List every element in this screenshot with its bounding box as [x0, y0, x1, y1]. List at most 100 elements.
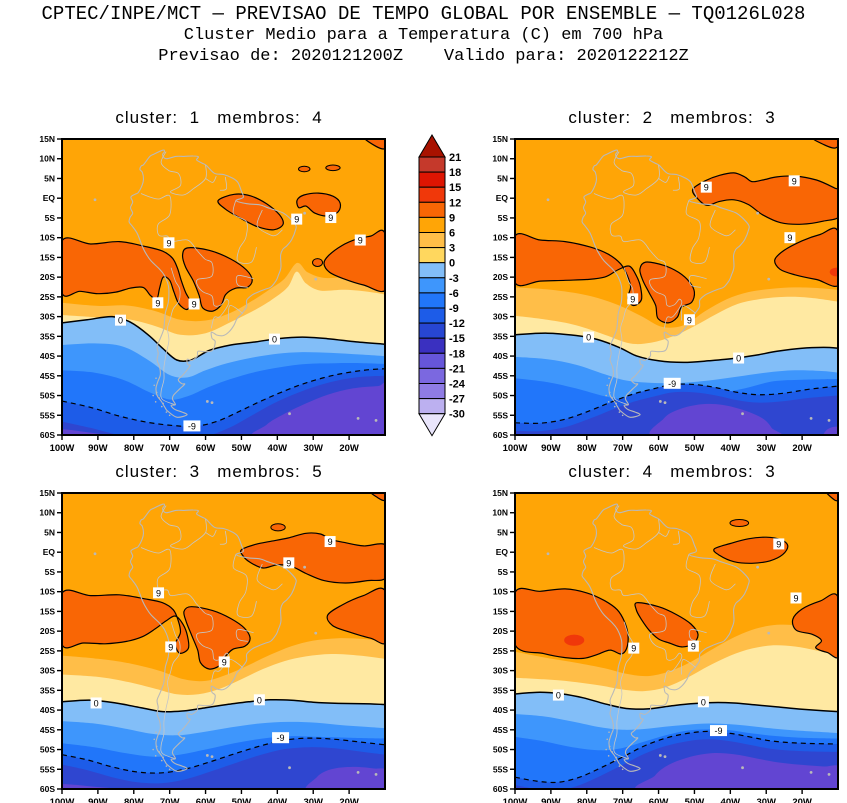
svg-text:50W: 50W	[232, 797, 252, 803]
svg-text:50W: 50W	[232, 443, 252, 454]
svg-text:30S: 30S	[40, 312, 55, 322]
header-line-3: Previsao de: 2020121200Z Valido para: 20…	[158, 47, 689, 66]
svg-text:-21: -21	[449, 363, 465, 375]
svg-text:9: 9	[449, 212, 455, 224]
svg-text:0: 0	[94, 698, 99, 708]
svg-text:60S: 60S	[40, 784, 55, 794]
panel-title-cluster-3: cluster: 3 membros: 5	[115, 462, 323, 481]
svg-text:-30: -30	[449, 409, 465, 421]
svg-text:-24: -24	[449, 379, 466, 391]
svg-text:21: 21	[449, 152, 461, 164]
svg-text:40W: 40W	[268, 797, 288, 803]
svg-text:25S: 25S	[40, 646, 55, 656]
svg-text:70W: 70W	[160, 797, 180, 803]
svg-text:5N: 5N	[44, 173, 55, 183]
panel-title-cluster-4: cluster: 4 membros: 3	[568, 462, 776, 481]
svg-text:50S: 50S	[40, 745, 55, 755]
svg-text:30W: 30W	[303, 797, 323, 803]
svg-text:60W: 60W	[196, 797, 216, 803]
svg-text:-15: -15	[449, 333, 465, 345]
svg-text:9: 9	[328, 213, 333, 223]
header-line-1: CPTEC/INPE/MCT — PREVISAO DE TEMPO GLOBA…	[41, 3, 806, 25]
svg-text:40W: 40W	[721, 443, 741, 454]
svg-text:9: 9	[794, 593, 799, 603]
svg-text:20S: 20S	[40, 626, 55, 636]
svg-text:-3: -3	[449, 273, 459, 285]
svg-text:70W: 70W	[613, 443, 633, 454]
svg-text:15N: 15N	[39, 134, 55, 144]
svg-text:30W: 30W	[756, 797, 776, 803]
color-scale: 21 18 15 12 9 6 3 0 -3 -6 -9 -12 -15 -18 -21 -24 -27 -30	[418, 134, 466, 437]
svg-text:15N: 15N	[492, 488, 508, 498]
svg-text:100W: 100W	[503, 797, 528, 803]
svg-text:-9: -9	[277, 733, 285, 743]
svg-text:70W: 70W	[160, 443, 180, 454]
svg-text:80W: 80W	[124, 797, 144, 803]
svg-text:50W: 50W	[685, 797, 705, 803]
map-cluster-3: 9 9 9 9 9 0 0 -9 15N 10N 5N EQ 5S 10S 15S 20S 25S 30S 35S 4…	[39, 488, 386, 803]
svg-text:EQ: EQ	[43, 193, 56, 203]
svg-text:-18: -18	[449, 348, 465, 360]
svg-text:9: 9	[168, 642, 173, 652]
svg-text:0: 0	[449, 258, 455, 270]
svg-text:40S: 40S	[40, 351, 55, 361]
svg-text:20W: 20W	[792, 443, 812, 454]
svg-text:12: 12	[449, 197, 461, 209]
svg-text:60W: 60W	[196, 443, 216, 454]
svg-text:-9: -9	[668, 379, 676, 389]
svg-text:10S: 10S	[493, 233, 508, 243]
header: CPTEC/INPE/MCT — PREVISAO DE TEMPO GLOBA…	[0, 3, 847, 67]
svg-text:45S: 45S	[493, 371, 508, 381]
svg-text:5S: 5S	[45, 213, 56, 223]
svg-text:EQ: EQ	[496, 193, 509, 203]
svg-text:9: 9	[630, 294, 635, 304]
svg-text:9: 9	[166, 238, 171, 248]
svg-text:0: 0	[118, 316, 123, 326]
svg-text:40W: 40W	[721, 797, 741, 803]
svg-text:-9: -9	[714, 726, 722, 736]
svg-text:25S: 25S	[493, 646, 508, 656]
svg-text:30S: 30S	[493, 666, 508, 676]
svg-text:0: 0	[257, 695, 262, 705]
svg-text:10S: 10S	[40, 233, 55, 243]
svg-text:0: 0	[586, 333, 591, 343]
svg-text:15N: 15N	[492, 134, 508, 144]
svg-text:0: 0	[701, 697, 706, 707]
svg-text:15S: 15S	[493, 252, 508, 262]
svg-text:-12: -12	[449, 318, 465, 330]
svg-text:35S: 35S	[493, 331, 508, 341]
svg-text:18: 18	[449, 167, 461, 179]
svg-text:70W: 70W	[613, 797, 633, 803]
svg-text:35S: 35S	[493, 685, 508, 695]
svg-text:9: 9	[294, 215, 299, 225]
header-line-2: Cluster Medio para a Temperatura (C) em …	[183, 26, 664, 45]
svg-text:9: 9	[704, 183, 709, 193]
svg-text:9: 9	[155, 298, 160, 308]
svg-text:40S: 40S	[493, 351, 508, 361]
svg-text:60W: 60W	[649, 443, 669, 454]
svg-text:35S: 35S	[40, 685, 55, 695]
svg-text:9: 9	[286, 558, 291, 568]
svg-text:100W: 100W	[50, 443, 75, 454]
svg-text:10S: 10S	[493, 587, 508, 597]
svg-text:30W: 30W	[303, 443, 323, 454]
svg-text:35S: 35S	[40, 331, 55, 341]
svg-text:80W: 80W	[124, 443, 144, 454]
svg-text:5S: 5S	[498, 213, 509, 223]
svg-text:20S: 20S	[493, 272, 508, 282]
svg-text:15: 15	[449, 182, 461, 194]
svg-text:9: 9	[222, 657, 227, 667]
svg-text:55S: 55S	[493, 410, 508, 420]
svg-text:60S: 60S	[493, 784, 508, 794]
svg-text:5S: 5S	[498, 567, 509, 577]
svg-text:10N: 10N	[492, 508, 508, 518]
svg-text:80W: 80W	[577, 443, 597, 454]
svg-text:20S: 20S	[40, 272, 55, 282]
svg-text:0: 0	[272, 335, 277, 345]
svg-text:40S: 40S	[493, 705, 508, 715]
svg-text:40W: 40W	[268, 443, 288, 454]
svg-text:10N: 10N	[39, 154, 55, 164]
svg-text:0: 0	[736, 354, 741, 364]
svg-text:20S: 20S	[493, 626, 508, 636]
svg-text:50W: 50W	[685, 443, 705, 454]
